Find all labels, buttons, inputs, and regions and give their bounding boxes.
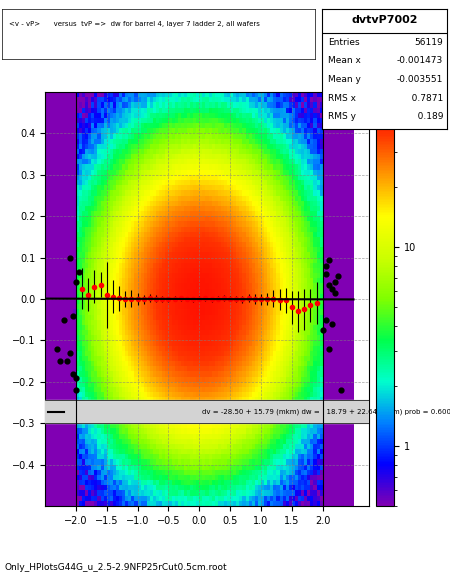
Point: [60, 315, 67, 324]
Point: [328, 319, 336, 328]
Text: dvtvP7002: dvtvP7002: [351, 14, 418, 25]
Bar: [45, 400, 369, 423]
Point: [334, 271, 342, 281]
Text: -0.001473: -0.001473: [397, 56, 443, 66]
Point: [75, 267, 82, 277]
Text: Entries: Entries: [328, 37, 360, 47]
Point: [69, 311, 76, 320]
Point: [66, 253, 73, 262]
Point: [72, 373, 80, 382]
Point: [319, 325, 326, 335]
Text: <v - vP>      versus  tvP =>  dw for barrel 4, layer 7 ladder 2, all wafers: <v - vP> versus tvP => dw for barrel 4, …: [9, 21, 259, 27]
Text: 56119: 56119: [414, 37, 443, 47]
Point: [57, 356, 64, 366]
Point: [332, 278, 339, 287]
Point: [332, 288, 339, 297]
Point: [325, 255, 333, 264]
Text: 0.7871: 0.7871: [403, 94, 443, 103]
Text: Mean x: Mean x: [328, 56, 361, 66]
Point: [54, 344, 61, 353]
Text: Mean y: Mean y: [328, 75, 361, 84]
Point: [322, 315, 329, 324]
Point: [328, 284, 336, 293]
Point: [322, 270, 329, 279]
Text: Only_HPlotsG44G_u_2.5-2.9NFP25rCut0.5cm.root: Only_HPlotsG44G_u_2.5-2.9NFP25rCut0.5cm.…: [4, 563, 227, 572]
Point: [69, 369, 76, 378]
Text: -0.003551: -0.003551: [397, 75, 443, 84]
Point: [322, 261, 329, 270]
Point: [325, 280, 333, 289]
Point: [338, 385, 345, 394]
Point: [63, 356, 70, 366]
Text: dv = -28.50 + 15.79 (mkm) dw =   18.79 + 22.64 (mkm) prob = 0.600: dv = -28.50 + 15.79 (mkm) dw = 18.79 + 2…: [202, 409, 450, 415]
Point: [325, 344, 333, 353]
Point: [72, 385, 80, 394]
Text: RMS x: RMS x: [328, 94, 356, 103]
Text: 0.189: 0.189: [409, 113, 443, 121]
Text: RMS y: RMS y: [328, 113, 356, 121]
Point: [66, 348, 73, 358]
Point: [72, 278, 80, 287]
